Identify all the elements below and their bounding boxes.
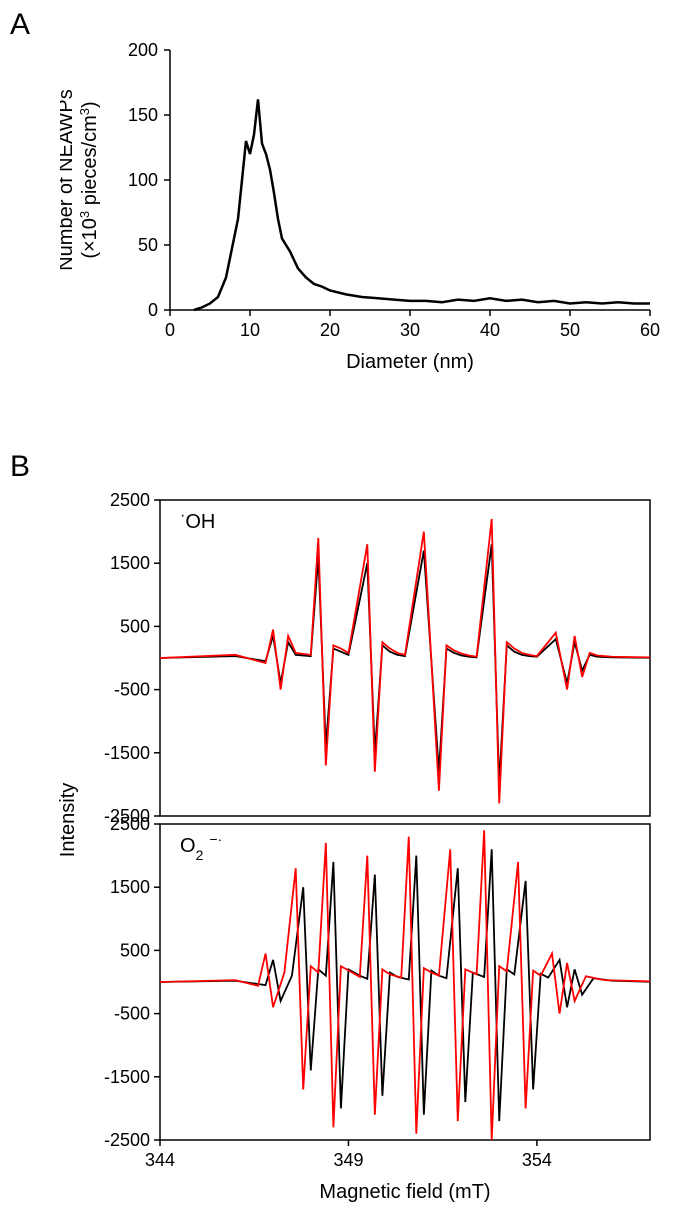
svg-text:1500: 1500: [110, 553, 150, 573]
svg-text:O2−·: O2−·: [180, 831, 222, 863]
svg-text:10: 10: [240, 320, 260, 340]
svg-text:50: 50: [560, 320, 580, 340]
svg-text:0: 0: [165, 320, 175, 340]
svg-text:200: 200: [128, 40, 158, 60]
svg-text:-500: -500: [114, 1004, 150, 1024]
panel-a-label: A: [10, 8, 30, 42]
svg-text:50: 50: [138, 235, 158, 255]
svg-text:0: 0: [148, 300, 158, 320]
svg-text:40: 40: [480, 320, 500, 340]
svg-text:-1500: -1500: [104, 743, 150, 763]
svg-text:Intensity: Intensity: [57, 783, 79, 857]
svg-text:500: 500: [120, 616, 150, 636]
svg-text:·OH: ·OH: [180, 507, 215, 534]
svg-text:100: 100: [128, 170, 158, 190]
svg-text:Number of NEAWPs: Number of NEAWPs: [60, 89, 77, 271]
svg-text:2500: 2500: [110, 490, 150, 510]
svg-text:Magnetic field (mT): Magnetic field (mT): [319, 1181, 490, 1203]
svg-text:30: 30: [400, 320, 420, 340]
svg-text:-1500: -1500: [104, 1067, 150, 1087]
svg-text:-500: -500: [114, 680, 150, 700]
svg-text:344: 344: [145, 1150, 175, 1170]
svg-text:1500: 1500: [110, 877, 150, 897]
panel-b-chart: -2500-1500-50050015002500·OH-2500-1500-5…: [50, 490, 670, 1210]
svg-text:(×103 pieces/cm3): (×103 pieces/cm3): [77, 101, 102, 258]
svg-text:500: 500: [120, 940, 150, 960]
svg-text:150: 150: [128, 105, 158, 125]
panel-a-chart: 0 10 20 30 40 50 60 0 50 100 150 200 Diameter (nm) Nu…: [60, 40, 670, 380]
svg-text:Diameter (nm): Diameter (nm): [346, 351, 474, 373]
panel-b-label: B: [10, 450, 30, 484]
svg-text:-2500: -2500: [104, 1130, 150, 1150]
svg-text:354: 354: [522, 1150, 552, 1170]
svg-text:349: 349: [333, 1150, 363, 1170]
svg-text:60: 60: [640, 320, 660, 340]
svg-text:2500: 2500: [110, 814, 150, 834]
svg-text:20: 20: [320, 320, 340, 340]
